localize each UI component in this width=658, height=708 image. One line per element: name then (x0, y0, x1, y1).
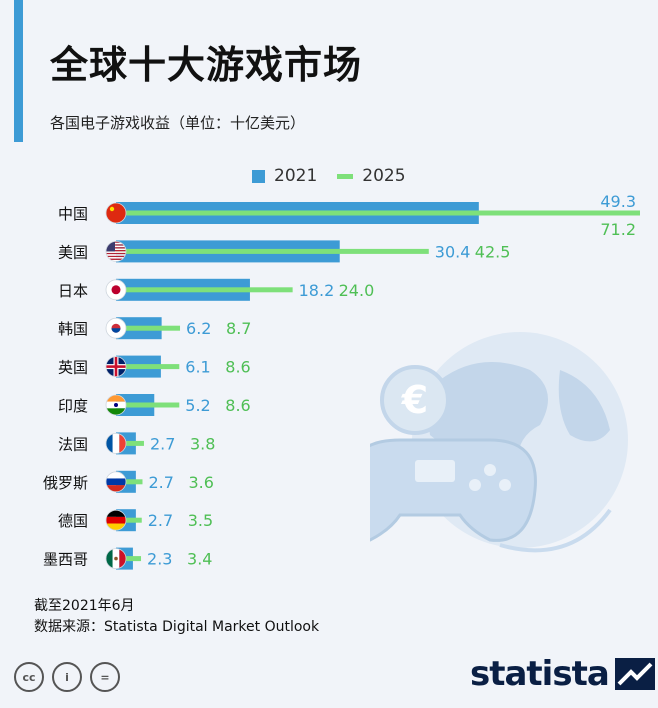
footnote-date: 截至2021年6月 (34, 598, 135, 614)
statista-logo[interactable]: statista (470, 654, 655, 694)
bar-row: 韩国 6.2 8.7 (58, 317, 251, 340)
data-label-2025: 3.8 (190, 434, 215, 453)
data-label-2025: 8.6 (225, 396, 250, 415)
line-2025 (116, 440, 144, 446)
no-derivatives-icon[interactable]: = (90, 662, 120, 692)
category-label: 德国 (58, 512, 88, 530)
chart-legend: 2021 2025 (252, 166, 426, 186)
line-2025 (116, 287, 293, 293)
gamepad-icon (370, 438, 537, 542)
bar-row: 印度 5.2 8.6 (58, 394, 251, 416)
bar-row: 英国 6.1 8.6 (58, 355, 251, 378)
germany-flag-icon (105, 509, 127, 531)
legend-item-2025: 2025 (337, 166, 406, 186)
data-label-2021: 6.2 (186, 319, 211, 338)
cc-icon[interactable]: cc (14, 662, 44, 692)
legend-label-2025: 2025 (362, 166, 406, 186)
bar-chart: 中国 49.3 71.2 美国 30.4 42.5 日本 18.2 24.0 韩国 6.2 8.7 英国… (43, 192, 640, 570)
bar-row: 俄罗斯 2.7 3.6 (43, 470, 214, 493)
line-2025 (116, 210, 640, 216)
usa-flag-icon (105, 240, 127, 262)
data-label-2021: 49.3 (600, 192, 636, 211)
category-label: 韩国 (58, 320, 88, 338)
legend-swatch-2021 (252, 169, 265, 183)
china-flag-icon (105, 202, 127, 224)
japan-flag-icon (105, 279, 127, 301)
data-label-2021: 6.1 (185, 358, 210, 377)
data-label-2025: 3.5 (188, 511, 213, 530)
line-2025 (116, 364, 180, 370)
france-flag-icon (105, 432, 127, 454)
line-2025 (116, 325, 181, 331)
accent-bar (14, 0, 23, 142)
brand-wordmark: statista (470, 654, 610, 694)
attribution-icon[interactable]: i (52, 662, 82, 692)
data-label-2025: 8.6 (225, 358, 250, 377)
line-2025 (116, 479, 143, 485)
line-2025 (116, 402, 180, 408)
data-label-2025: 3.6 (188, 473, 213, 492)
mexico-flag-icon (105, 548, 127, 569)
data-label-2021: 2.7 (150, 434, 175, 453)
bar-row: 中国 49.3 71.2 (58, 192, 640, 239)
category-label: 印度 (58, 397, 88, 415)
korea-flag-icon (105, 317, 127, 339)
category-label: 中国 (58, 205, 88, 223)
data-label-2021: 2.7 (148, 511, 173, 530)
data-label-2021: 2.3 (147, 550, 172, 569)
license-icons: cc i = (14, 662, 128, 692)
legend-item-2021: 2021 (252, 166, 317, 186)
category-label: 美国 (58, 243, 88, 261)
line-2025 (116, 248, 429, 254)
bar-row: 日本 18.2 24.0 (58, 278, 375, 301)
chart-subtitle: 各国电子游戏收益（单位：十亿美元） (50, 114, 306, 132)
data-label-2025: 8.7 (226, 319, 251, 338)
category-label: 墨西哥 (43, 551, 88, 569)
legend-label-2021: 2021 (274, 166, 318, 186)
russia-flag-icon (105, 471, 127, 493)
legend-swatch-2025 (337, 173, 354, 179)
euro-coin-icon (380, 365, 450, 435)
bar-row: 美国 30.4 42.5 (58, 240, 511, 263)
data-label-2025: 24.0 (339, 281, 375, 300)
line-2025 (116, 517, 142, 523)
data-label-2021: 18.2 (299, 281, 335, 300)
india-flag-icon (105, 394, 127, 416)
category-label: 俄罗斯 (43, 474, 88, 492)
data-label-2021: 2.7 (148, 473, 173, 492)
bar-row: 墨西哥 2.3 3.4 (43, 547, 212, 570)
footnote: 截至2021年6月 数据来源：Statista Digital Market O… (34, 596, 319, 638)
page-title: 全球十大游戏市场 (50, 43, 363, 87)
data-label-2025: 71.2 (600, 220, 636, 239)
category-label: 日本 (58, 282, 88, 300)
category-label: 法国 (58, 435, 88, 453)
bar-row: 德国 2.7 3.5 (58, 509, 213, 532)
category-label: 英国 (58, 359, 88, 377)
svg-text:€: € (401, 378, 428, 422)
globe-gamepad-illustration: € (370, 332, 628, 553)
bar-row: 法国 2.7 3.8 (58, 432, 215, 455)
data-label-2025: 42.5 (475, 242, 511, 261)
statista-mark-icon (614, 658, 655, 690)
data-label-2021: 5.2 (185, 396, 210, 415)
line-2025 (116, 556, 142, 562)
data-label-2021: 30.4 (435, 242, 471, 261)
uk-flag-icon (105, 356, 127, 378)
footnote-source: 数据来源：Statista Digital Market Outlook (34, 619, 320, 635)
data-label-2025: 3.4 (187, 550, 212, 569)
